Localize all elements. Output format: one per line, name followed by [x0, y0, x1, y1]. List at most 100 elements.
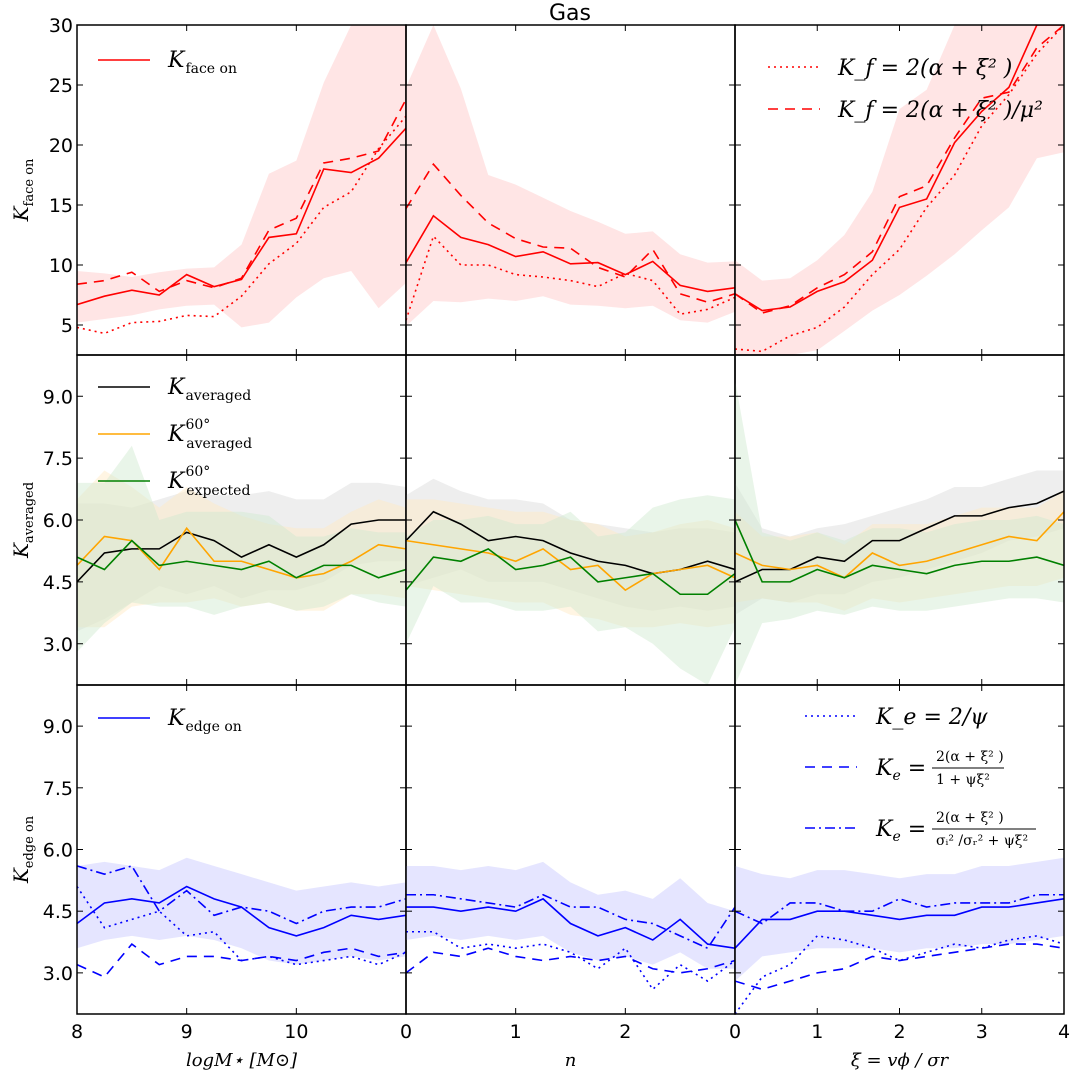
series-averaged-xi-1 [735, 511, 1064, 579]
band-averaged-xi-1 [735, 491, 1064, 611]
legend-face-on-label: Kface on [167, 48, 237, 77]
ytick-label-face-mass-1: 10 [49, 255, 73, 277]
band-face-mass-0 [77, 25, 406, 328]
panel-face-n [406, 25, 735, 327]
series-averaged-n-2 [406, 547, 735, 596]
xlabel-col-1: n [565, 1050, 577, 1071]
ytick-label-edge-mass-3: 7.5 [43, 778, 73, 800]
legend-averaged-label-0-main: K [167, 375, 186, 400]
legend-face-formula-1: K_f = 2(α + ξ² )/μ² [837, 98, 1043, 123]
panel-averaged-mass [77, 445, 406, 652]
ytick-label-face-mass-4: 25 [49, 75, 73, 97]
ytick-label-face-mass-2: 15 [49, 195, 73, 217]
series-edge-n-3 [406, 893, 735, 950]
ytick-label-averaged-mass-4: 9.0 [43, 386, 73, 408]
panel-edge-mass [77, 857, 406, 978]
legend-edge-formula-0: K_e = 2/ψ [875, 705, 988, 730]
ytick-label-edge-mass-2: 6.0 [43, 840, 73, 862]
ytick-label-averaged-mass-3: 7.5 [43, 448, 73, 470]
ylabel-sub-2: edge on [22, 815, 37, 868]
legend-averaged-label-1-sup: 60° [185, 417, 210, 433]
band-face-xi-0 [735, 25, 1064, 355]
legend-edge-on-label-sub: edge on [185, 719, 241, 735]
series-edge-n-2 [406, 947, 735, 974]
xtick-label-edge-xi-4: 4 [1058, 1021, 1070, 1043]
series-averaged-xi-2 [735, 519, 1064, 583]
series-averaged-mass-0 [77, 519, 406, 583]
legend-averaged-label-0-sub: averaged [185, 388, 251, 404]
legend-edge-formula-den-2: σᵢ² /σᵣ² + ψξ² [936, 833, 1028, 849]
series-face-xi-0 [735, 25, 1064, 312]
legend-averaged-label-2-sup: 60° [185, 464, 210, 480]
series-edge-xi-3 [735, 893, 1064, 925]
ytick-label-face-mass-3: 20 [49, 135, 73, 157]
band-edge-mass-0 [77, 857, 406, 965]
figure-suptitle: Gas [549, 1, 591, 26]
legend-averaged-label-2-sub: expected [186, 483, 250, 499]
panel-face-xi [735, 25, 1064, 355]
legend-edge-on-label-main: K [167, 706, 186, 731]
ytick-label-face-mass-0: 5 [61, 315, 73, 337]
frame-edge-xi [734, 684, 1065, 1015]
xtick-label-edge-xi-1: 1 [811, 1021, 823, 1043]
legend-edge-formula-eq-2: = [901, 817, 926, 842]
ytick-label-averaged-mass-1: 4.5 [43, 572, 73, 594]
band-edge-n-0 [406, 861, 735, 969]
xtick-label-edge-mass-1: 9 [181, 1021, 193, 1043]
xtick-label-edge-mass-2: 10 [284, 1021, 308, 1043]
legend-edge-formula-lhs-2: Ke = [875, 817, 926, 845]
panel-averaged-xi [735, 379, 1064, 685]
legends: Kface on K_f = 2(α + ξ² ) K_f = 2(α + ξ² )… [98, 48, 1043, 849]
ylabel-main-2: K [9, 867, 33, 884]
series-averaged-mass-2 [77, 539, 406, 579]
series-edge-xi-2 [735, 943, 1064, 991]
ylabel-sub-0: face on [22, 158, 37, 206]
xtick-label-edge-xi-2: 2 [893, 1021, 905, 1043]
series-face-mass-2 [77, 99, 406, 293]
xtick-label-edge-n-2: 2 [619, 1021, 631, 1043]
xlabel-col-0: logM⋆ [M⊙] [186, 1050, 298, 1071]
series-edge-n-0 [406, 897, 735, 949]
ytick-label-averaged-mass-2: 6.0 [43, 510, 73, 532]
legend-averaged-label-0: Kaveraged [167, 375, 251, 404]
series-edge-xi-0 [735, 898, 1064, 949]
panel-edge-xi [735, 857, 1064, 1014]
legend-edge-formula-lhs-sub-1: e [892, 768, 900, 784]
series-face-xi-1 [735, 25, 1064, 353]
series-face-xi-2 [735, 25, 1064, 314]
legend-edge-formula-num-1: 2(α + ξ² ) [936, 749, 1004, 765]
band-averaged-xi-0 [735, 470, 1064, 615]
frame-edge-n [405, 684, 736, 1015]
ylabel-row-2: Kedge on [9, 815, 37, 884]
band-averaged-mass-1 [77, 470, 406, 628]
panel-face-mass [77, 25, 406, 335]
series-face-mass-1 [77, 115, 406, 335]
ytick-label-averaged-mass-0: 3.0 [43, 634, 73, 656]
legend-edge-formula-den-1: 1 + ψξ² [936, 772, 990, 788]
legend-averaged-label-1-main: K [167, 422, 186, 447]
legend-averaged-label-1: K60° averaged [167, 417, 252, 452]
series-face-mass-0 [77, 127, 406, 306]
band-averaged-mass-2 [77, 445, 406, 652]
band-averaged-n-1 [406, 499, 735, 628]
xtick-label-edge-mass-0: 8 [71, 1021, 83, 1043]
series-edge-mass-3 [77, 865, 406, 925]
xtick-label-edge-n-0: 0 [400, 1021, 412, 1043]
ylabel-row-0: Kface on [9, 158, 37, 222]
ylabel-main-1: K [9, 542, 33, 559]
xtick-label-edge-xi-0: 0 [729, 1021, 741, 1043]
panel-averaged-n [406, 478, 735, 685]
ytick-label-edge-mass-4: 9.0 [43, 716, 73, 738]
band-averaged-n-2 [406, 495, 735, 685]
series-averaged-n-1 [406, 539, 735, 592]
ylabel-main-0: K [9, 205, 33, 222]
xlabel-col-2: ξ = vϕ / σr [851, 1050, 950, 1071]
legend-edge-formula-lhs-sub-2: e [892, 829, 900, 845]
xtick-label-edge-xi-3: 3 [976, 1021, 988, 1043]
legend-face-formula-0: K_f = 2(α + ξ² ) [837, 56, 1012, 81]
band-face-n-0 [406, 25, 735, 327]
legend-edge-formula-num-2: 2(α + ξ² ) [936, 810, 1004, 826]
series-face-n-2 [406, 162, 735, 304]
